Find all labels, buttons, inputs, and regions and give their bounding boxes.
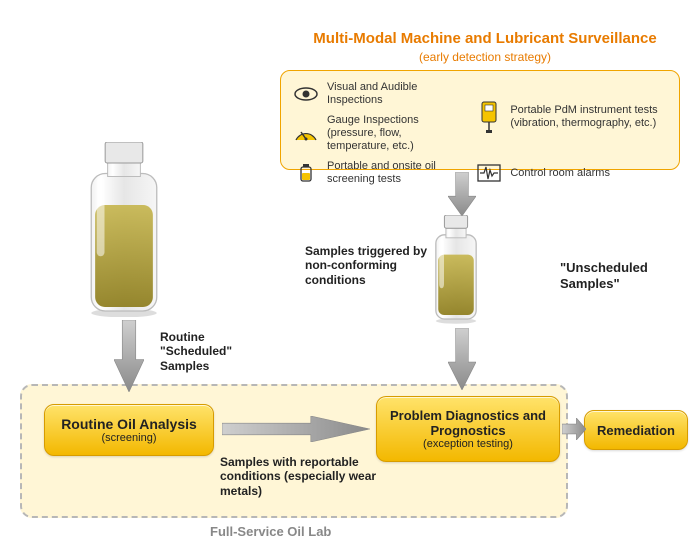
device-icon <box>476 100 502 134</box>
surveillance-box: Visual and Audible Inspections Portable … <box>280 70 680 170</box>
eye-icon <box>293 84 319 104</box>
surveil-label: Gauge Inspections (pressure, flow, tempe… <box>327 114 466 152</box>
surveil-item-alarm: Control room alarms <box>476 160 667 185</box>
pill-sub: (screening) <box>101 432 156 444</box>
surveil-label: Visual and Audible Inspections <box>327 81 466 106</box>
arrow-large-to-routine <box>114 320 144 392</box>
triggered-label: Samples triggered by non-conforming cond… <box>305 244 435 287</box>
diagnostics-pill: Problem Diagnostics and Prognostics (exc… <box>376 396 560 462</box>
arrow-small-to-diag <box>448 328 476 390</box>
surveil-item-device: Portable PdM instrument tests (vibration… <box>476 81 667 152</box>
routine-samples-label: Routine "Scheduled" Samples <box>160 330 270 373</box>
surveillance-grid: Visual and Audible Inspections Portable … <box>293 81 667 185</box>
bottle-icon <box>293 162 319 184</box>
arrow-surveil-to-bottle <box>448 172 476 216</box>
pill-sub: (exception testing) <box>423 438 513 450</box>
header-title: Multi-Modal Machine and Lubricant Survei… <box>300 30 670 47</box>
routine-analysis-pill: Routine Oil Analysis (screening) <box>44 404 214 456</box>
surveil-label: Portable and onsite oil screening tests <box>327 160 466 185</box>
surveil-label: Portable PdM instrument tests (vibration… <box>510 104 667 129</box>
alarm-icon <box>476 162 502 184</box>
arrow-routine-to-diag <box>222 416 370 442</box>
remediation-pill: Remediation <box>584 410 688 450</box>
small-bottle <box>432 215 480 325</box>
reportable-label: Samples with reportable conditions (espe… <box>220 455 380 498</box>
large-bottle <box>85 142 163 317</box>
pill-title: Problem Diagnostics and Prognostics <box>377 408 559 438</box>
unscheduled-label: "Unscheduled Samples" <box>560 260 670 291</box>
surveil-item-bottle: Portable and onsite oil screening tests <box>293 160 466 185</box>
header-subtitle: (early detection strategy) <box>300 50 670 64</box>
surveil-item-eye: Visual and Audible Inspections <box>293 81 466 106</box>
pill-title: Routine Oil Analysis <box>61 416 197 432</box>
arrow-diag-to-remed <box>562 418 586 440</box>
surveil-label: Control room alarms <box>510 167 610 180</box>
surveil-item-gauge: Gauge Inspections (pressure, flow, tempe… <box>293 114 466 152</box>
gauge-icon <box>293 123 319 143</box>
pill-title: Remediation <box>597 423 675 438</box>
lab-caption: Full-Service Oil Lab <box>210 524 410 539</box>
